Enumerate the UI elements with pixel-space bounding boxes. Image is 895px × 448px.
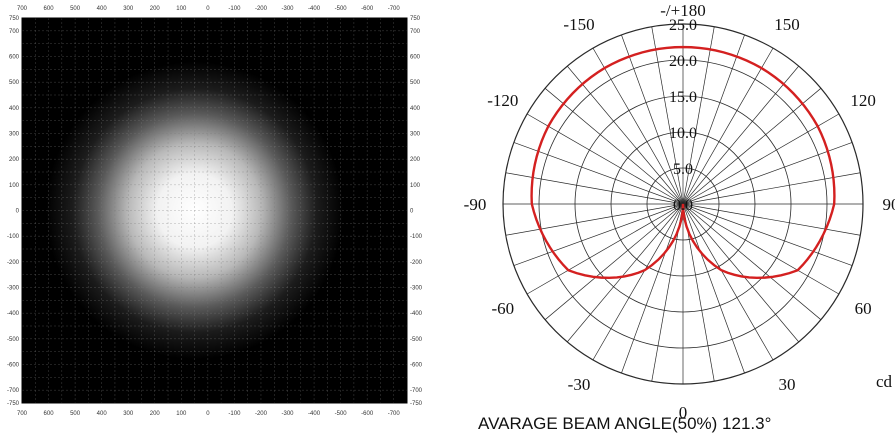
x-tick-label: 200 [150, 6, 161, 12]
x-tick-label: 700 [17, 6, 28, 12]
x-tick-label: 600 [44, 411, 55, 417]
x-tick-label: 0 [206, 411, 210, 417]
y-tick-label: -200 [410, 260, 423, 266]
angle-label: -90 [464, 195, 487, 214]
y-tick-label: 700 [410, 29, 421, 35]
polar-spoke [545, 204, 683, 320]
polar-spoke [545, 88, 683, 204]
polar-spoke [683, 204, 821, 320]
y-tick-label: 300 [410, 132, 421, 138]
x-tick-label: 100 [176, 411, 187, 417]
y-tick-label: 100 [9, 183, 20, 189]
polar-spoke [567, 204, 683, 342]
angle-label: -60 [492, 299, 515, 318]
y-tick-label: -300 [410, 286, 423, 292]
x-tick-label: -200 [255, 411, 268, 417]
y-tick-label: -700 [7, 388, 20, 394]
y-tick-label: 0 [16, 209, 20, 215]
x-tick-label: -100 [228, 411, 241, 417]
x-tick-label: -500 [335, 6, 348, 12]
radial-label: 5.0 [673, 161, 693, 178]
x-tick-labels-bottom: 700 600 500 400 300 200 100 0 -100 -200 -300 -400 -5… [17, 411, 400, 417]
y-tick-label: 750 [410, 16, 421, 22]
x-tick-label: 700 [17, 411, 28, 417]
x-tick-label: -300 [282, 6, 295, 12]
illuminance-svg: 700 600 500 400 300 200 100 0 -100 -200 -300 -400 -5… [0, 0, 445, 443]
x-tick-label: 600 [44, 6, 55, 12]
angle-label: -30 [568, 375, 591, 394]
x-tick-label: 300 [123, 6, 134, 12]
angle-label: 30 [779, 375, 796, 394]
polar-spoke [683, 88, 821, 204]
y-tick-label: 600 [410, 55, 421, 61]
angle-label: -/+180 [660, 1, 705, 20]
polar-spoke [567, 66, 683, 204]
x-tick-label: -100 [228, 6, 241, 12]
x-tick-label: 100 [176, 6, 187, 12]
beam-angle-caption: AVARAGE BEAM ANGLE(50%) 121.3° [478, 414, 878, 434]
y-tick-label: 500 [410, 80, 421, 86]
x-tick-label: 200 [150, 411, 161, 417]
y-tick-label: -100 [7, 234, 20, 240]
y-tick-label: -400 [410, 311, 423, 317]
angle-label: 150 [774, 15, 800, 34]
y-tick-label: 300 [9, 132, 20, 138]
x-tick-label: -600 [361, 6, 374, 12]
illuminance-chart: 700 600 500 400 300 200 100 0 -100 -200 -300 -400 -5… [0, 0, 445, 443]
angle-label: 90 [883, 195, 895, 214]
y-tick-label: -500 [7, 337, 20, 343]
x-tick-label: -700 [388, 411, 401, 417]
y-tick-label: 600 [9, 55, 20, 61]
radial-label: 15.0 [669, 89, 697, 106]
x-tick-label: -700 [388, 6, 401, 12]
radial-label: 0.0 [673, 197, 693, 214]
y-tick-label: 400 [9, 106, 20, 112]
x-tick-label: -300 [282, 411, 295, 417]
polar-spoke [683, 204, 799, 342]
x-tick-label: 500 [70, 411, 81, 417]
y-tick-label: 400 [410, 106, 421, 112]
radial-label: 20.0 [669, 53, 697, 70]
angle-label: -120 [487, 91, 518, 110]
y-tick-label: 700 [9, 29, 20, 35]
angle-label: 60 [855, 299, 872, 318]
x-tick-label: -400 [308, 6, 321, 12]
x-tick-labels-top: 700 600 500 400 300 200 100 0 -100 -200 -300 -400 -5… [17, 6, 400, 12]
y-tick-label: -500 [410, 337, 423, 343]
angle-label: 120 [850, 91, 876, 110]
y-tick-label: -400 [7, 311, 20, 317]
y-tick-label: 750 [9, 16, 20, 22]
radial-label: 10.0 [669, 125, 697, 142]
x-tick-label: -400 [308, 411, 321, 417]
x-tick-label: -500 [335, 411, 348, 417]
y-tick-label: 200 [410, 157, 421, 163]
y-tick-label: 100 [410, 183, 421, 189]
x-tick-label: 400 [97, 411, 108, 417]
y-tick-label: -700 [410, 388, 423, 394]
x-tick-label: 0 [206, 6, 210, 12]
y-tick-label: -600 [410, 363, 423, 369]
y-tick-label: 0 [410, 209, 414, 215]
y-tick-label: -750 [7, 401, 20, 407]
y-tick-label: -300 [7, 286, 20, 292]
x-tick-label: 300 [123, 411, 134, 417]
polar-spoke [683, 66, 799, 204]
x-tick-label: 400 [97, 6, 108, 12]
y-tick-label: 500 [9, 80, 20, 86]
y-tick-label: -750 [410, 401, 423, 407]
y-tick-label: -100 [410, 234, 423, 240]
y-tick-label: 200 [9, 157, 20, 163]
y-tick-label: -600 [7, 363, 20, 369]
x-tick-label: -200 [255, 6, 268, 12]
x-tick-label: 500 [70, 6, 81, 12]
x-tick-label: -600 [361, 411, 374, 417]
angle-label: -150 [563, 15, 594, 34]
y-tick-label: -200 [7, 260, 20, 266]
y-tick-labels-left: 750 700 600 500 400 300 200 100 0 -100 -200 -300 -40… [7, 16, 20, 407]
y-tick-labels-right: 750 700 600 500 400 300 200 100 0 -100 -200 -300 -40… [410, 16, 423, 407]
unit-label: cd [876, 372, 893, 391]
